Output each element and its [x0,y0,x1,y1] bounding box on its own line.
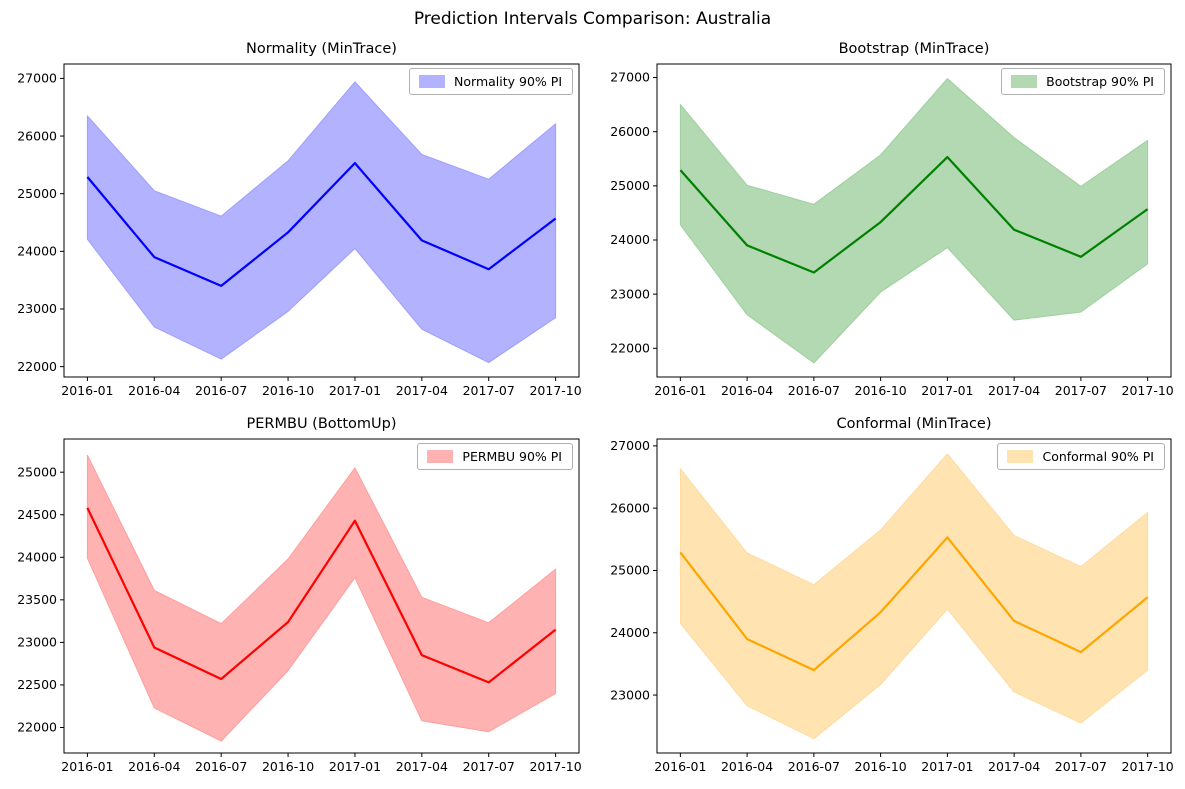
x-tick-label-1: 2016-10 [855,383,907,398]
mean-line-1 [679,156,1149,274]
y-tick-label-3: 24000 [610,625,650,640]
x-tick-label-2: 2017-01 [329,759,381,774]
y-tick-label-1: 26000 [610,124,650,139]
x-tick-label-0: 2017-04 [396,383,448,398]
pi-band-1 [679,78,1149,364]
subplot-title-conformal: Conformal (MinTrace) [836,416,992,432]
y-tick-label-3: 25000 [610,563,650,578]
pi-band-2 [86,454,557,742]
x-tick-label-3: 2017-07 [1055,759,1107,774]
x-tick-label-3: 2016-10 [855,759,907,774]
y-tick-label-3: 27000 [610,438,650,453]
x-tick-label-0: 2017-01 [329,383,381,398]
x-tick-label-1: 2016-01 [654,383,706,398]
axes-border-0 [63,63,580,378]
x-tick-label-0: 2016-07 [195,383,247,398]
legend-label-normality: Normality 90% PI [454,74,562,89]
y-tick-label-2: 23000 [17,635,57,650]
y-tick-label-3: 26000 [610,500,650,515]
legend-label-bootstrap: Bootstrap 90% PI [1046,74,1154,89]
subplot-title-bootstrap: Bootstrap (MinTrace) [838,41,990,57]
legend-label-permbu: PERMBU 90% PI [462,449,562,464]
x-tick-label-1: 2017-10 [1122,383,1174,398]
legend-swatch-normality [419,75,446,88]
legend-conformal: Conformal 90% PI [997,443,1165,470]
y-tick-label-0: 27000 [17,71,57,86]
x-tick-label-0: 2017-07 [463,383,515,398]
axes-border-3 [656,438,1172,754]
x-tick-label-3: 2016-07 [788,759,840,774]
y-tick-label-2: 25000 [17,464,57,479]
y-tick-label-0: 26000 [17,128,57,143]
x-tick-label-1: 2016-07 [788,383,840,398]
x-tick-label-2: 2016-10 [262,759,314,774]
y-tick-label-0: 22000 [17,359,57,374]
legend-label-conformal: Conformal 90% PI [1042,449,1154,464]
mean-line-0 [86,162,557,287]
y-tick-label-2: 23500 [17,592,57,607]
x-tick-label-3: 2017-04 [988,759,1040,774]
x-tick-label-2: 2017-07 [463,759,515,774]
x-tick-label-2: 2017-10 [529,759,581,774]
legend-swatch-permbu [427,450,454,463]
y-tick-label-1: 27000 [610,70,650,85]
x-tick-label-1: 2017-01 [921,383,973,398]
x-tick-label-2: 2016-07 [195,759,247,774]
y-tick-label-0: 24000 [17,244,57,259]
y-tick-label-1: 22000 [610,340,650,355]
x-tick-label-2: 2017-04 [396,759,448,774]
y-tick-label-3: 23000 [610,687,650,702]
axes-border-1 [656,63,1172,378]
x-tick-label-1: 2017-04 [988,383,1040,398]
y-tick-label-0: 25000 [17,186,57,201]
figure-suptitle: Prediction Intervals Comparison: Austral… [413,9,772,29]
y-tick-label-1: 23000 [610,286,650,301]
x-tick-label-3: 2017-10 [1122,759,1174,774]
y-tick-label-1: 25000 [610,178,650,193]
pi-band-3 [679,453,1149,740]
legend-permbu: PERMBU 90% PI [417,443,573,470]
x-tick-label-2: 2016-04 [128,759,180,774]
mean-line-2 [86,507,557,684]
y-tick-label-2: 24000 [17,549,57,564]
x-tick-label-1: 2016-04 [721,383,773,398]
mean-line-3 [679,536,1149,672]
legend-swatch-bootstrap [1011,75,1038,88]
x-tick-label-0: 2016-04 [128,383,180,398]
legend-bootstrap: Bootstrap 90% PI [1001,68,1165,95]
x-tick-label-0: 2017-10 [529,383,581,398]
subplot-title-normality: Normality (MinTrace) [246,41,397,57]
x-tick-label-2: 2016-01 [61,759,113,774]
subplot-title-permbu: PERMBU (BottomUp) [246,416,397,432]
y-tick-label-2: 22000 [17,720,57,735]
x-tick-label-3: 2017-01 [921,759,973,774]
y-tick-label-1: 24000 [610,232,650,247]
x-tick-label-3: 2016-01 [654,759,706,774]
x-tick-label-0: 2016-01 [61,383,113,398]
legend-normality: Normality 90% PI [409,68,573,95]
legend-swatch-conformal [1007,450,1034,463]
y-tick-label-2: 24500 [17,507,57,522]
axes-border-2 [63,438,580,754]
pi-band-0 [86,81,557,364]
y-tick-label-0: 23000 [17,301,57,316]
x-tick-label-1: 2017-07 [1055,383,1107,398]
x-tick-label-3: 2016-04 [721,759,773,774]
y-tick-label-2: 22500 [17,677,57,692]
x-tick-label-0: 2016-10 [262,383,314,398]
